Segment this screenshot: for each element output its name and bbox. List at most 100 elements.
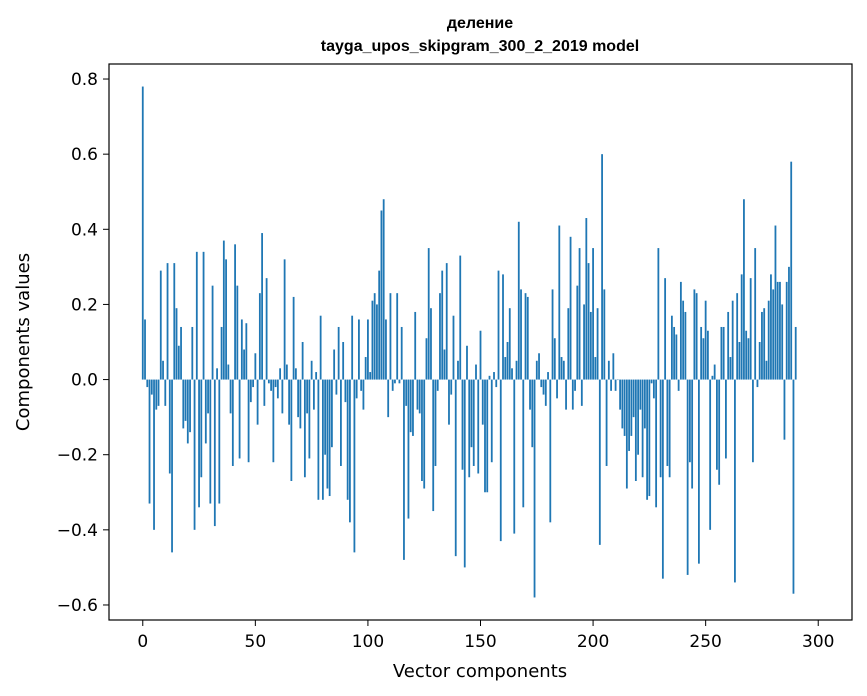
bar-97	[360, 379, 363, 391]
bar-274	[758, 342, 761, 380]
bar-71	[301, 342, 304, 380]
bar-65	[288, 379, 291, 425]
bar-62	[281, 379, 284, 414]
y-tick-label: −0.2	[57, 446, 98, 466]
bar-112	[394, 379, 396, 384]
bar-137	[450, 379, 453, 395]
y-tick-label: 0.4	[71, 220, 98, 240]
bar-25	[198, 379, 200, 508]
bar-205	[603, 289, 606, 380]
bar-89	[342, 342, 345, 380]
bar-221	[639, 379, 642, 410]
bar-124	[421, 379, 423, 481]
bar-169	[522, 379, 525, 508]
bar-225	[648, 379, 651, 497]
bar-146	[470, 379, 473, 448]
bar-23	[193, 379, 196, 530]
bar-12	[168, 379, 171, 474]
bar-154	[488, 375, 491, 380]
bar-270	[749, 278, 752, 380]
bar-139	[454, 379, 457, 557]
bar-128	[430, 308, 432, 380]
bar-220	[637, 379, 640, 455]
bar-160	[502, 274, 504, 380]
bar-285	[783, 379, 786, 440]
bar-10	[164, 379, 167, 406]
bar-129	[432, 379, 435, 512]
bar-194	[578, 248, 581, 380]
bar-32	[213, 379, 216, 527]
bar-144	[466, 345, 468, 380]
bar-251	[707, 330, 709, 380]
bar-179	[544, 379, 547, 406]
bar-135	[445, 263, 448, 380]
bar-277	[765, 360, 768, 380]
bar-187	[562, 360, 565, 380]
bar-283	[779, 281, 781, 380]
bar-172	[529, 379, 531, 410]
bar-244	[691, 379, 694, 489]
bar-249	[702, 338, 705, 380]
bar-253	[711, 375, 714, 380]
bar-224	[646, 379, 649, 500]
bar-15	[175, 308, 178, 380]
bar-213	[621, 379, 624, 429]
bar-67	[292, 296, 295, 380]
bar-44	[240, 319, 243, 380]
bar-232	[664, 278, 667, 380]
x-tick-label: 0	[137, 632, 148, 652]
bar-95	[355, 379, 358, 399]
bar-180	[547, 372, 549, 380]
bar-87	[337, 326, 340, 380]
bar-257	[720, 326, 723, 380]
bar-254	[713, 364, 716, 380]
bar-191	[571, 379, 574, 410]
bar-175	[535, 360, 538, 380]
bar-230	[659, 379, 662, 478]
bar-193	[576, 285, 579, 380]
bar-216	[628, 379, 630, 451]
bar-272	[754, 248, 757, 380]
bar-34	[218, 379, 221, 504]
x-tick-label: 250	[689, 632, 721, 652]
bar-59	[274, 379, 277, 388]
bar-153	[486, 379, 489, 493]
bar-63	[283, 259, 286, 380]
bar-52	[258, 293, 261, 380]
bar-24	[195, 251, 198, 380]
bar-227	[652, 379, 655, 399]
bar-219	[634, 379, 637, 481]
bar-238	[677, 379, 680, 391]
bar-183	[553, 338, 556, 380]
bar-53	[261, 233, 263, 380]
bars-group	[141, 86, 797, 598]
bar-246	[695, 293, 698, 380]
bar-211	[616, 379, 619, 381]
bar-98	[362, 379, 365, 410]
bar-195	[580, 379, 583, 406]
bar-99	[364, 357, 367, 380]
bar-264	[736, 293, 739, 380]
bar-58	[272, 379, 275, 463]
bar-275	[761, 311, 763, 380]
bar-120	[412, 379, 414, 436]
bar-260	[727, 311, 730, 380]
bar-188	[565, 379, 567, 410]
bar-256	[718, 379, 721, 485]
bar-273	[756, 379, 759, 388]
bar-57	[270, 379, 273, 391]
bar-43	[238, 379, 241, 459]
bar-199	[589, 311, 592, 380]
bar-28	[204, 379, 207, 444]
bar-114	[398, 379, 401, 384]
bar-102	[371, 300, 374, 380]
bar-72	[303, 379, 306, 478]
bar-152	[484, 379, 486, 493]
bar-125	[423, 379, 426, 489]
bar-145	[468, 379, 471, 478]
bar-100	[367, 319, 369, 380]
bar-207	[607, 360, 610, 380]
bar-290	[794, 326, 797, 380]
bar-106	[380, 210, 383, 380]
bar-113	[396, 293, 399, 380]
